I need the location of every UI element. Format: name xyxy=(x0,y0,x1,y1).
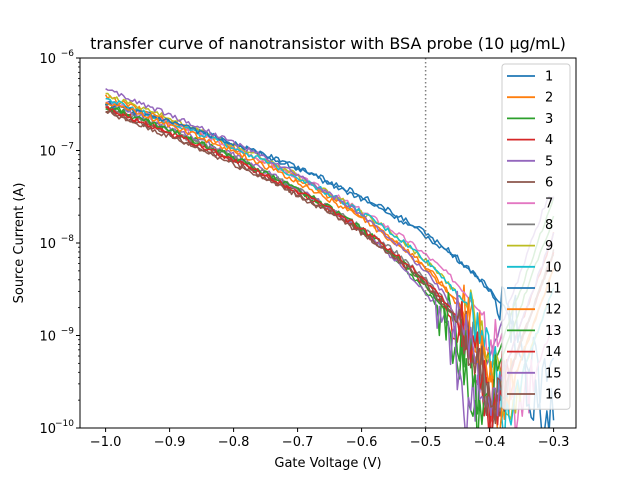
x-tick-label: −0.6 xyxy=(346,435,378,450)
x-tick-label: −0.9 xyxy=(154,435,186,450)
y-tick-label: 10 xyxy=(39,330,56,345)
y-tick-label: 10 xyxy=(39,52,56,67)
y-tick-label: 10 xyxy=(39,422,56,437)
y-tick-label: 10 xyxy=(39,237,56,252)
legend-label: 14 xyxy=(545,345,562,360)
x-tick-label: −0.4 xyxy=(474,435,506,450)
series-line-16 xyxy=(105,110,555,425)
legend-label: 2 xyxy=(545,91,553,106)
legend-label: 4 xyxy=(545,133,553,148)
y-tick-exponent: −10 xyxy=(55,419,74,429)
legend-label: 15 xyxy=(545,366,562,381)
legend-label: 9 xyxy=(545,239,553,254)
series-line-6 xyxy=(105,109,555,428)
legend-box xyxy=(501,63,571,410)
y-tick-exponent: −8 xyxy=(61,234,75,244)
series-line-11 xyxy=(105,101,555,421)
legend-label: 13 xyxy=(545,324,562,339)
y-axis-label: Source Current (A) xyxy=(12,183,27,304)
x-tick-label: −0.3 xyxy=(538,435,570,450)
series-line-5 xyxy=(105,101,555,428)
y-tick-exponent: −7 xyxy=(61,142,74,152)
legend-label: 7 xyxy=(545,197,553,212)
legend-label: 6 xyxy=(545,176,553,191)
legend-label: 1 xyxy=(545,70,553,85)
x-axis-label: Gate Voltage (V) xyxy=(274,456,381,471)
legend-label: 3 xyxy=(545,112,553,127)
x-axis: −1.0 −0.9 −0.8 −0.7 −0.6 −0.5 −0.4 −0.3 xyxy=(90,428,570,450)
y-tick-exponent: −6 xyxy=(61,49,75,59)
legend-label: 8 xyxy=(545,218,553,233)
chart-title: transfer curve of nanotransistor with BS… xyxy=(90,34,566,53)
legend-label: 5 xyxy=(545,154,553,169)
x-tick-label: −0.7 xyxy=(282,435,314,450)
x-tick-label: −0.8 xyxy=(218,435,250,450)
legend-label: 12 xyxy=(545,303,562,318)
x-tick-label: −1.0 xyxy=(90,435,122,450)
legend-label: 16 xyxy=(545,388,562,403)
y-tick-label: 10 xyxy=(39,145,56,160)
series-curves xyxy=(104,88,555,428)
x-tick-label: −0.5 xyxy=(410,435,442,450)
series-line-15 xyxy=(105,88,555,417)
y-tick-exponent: −9 xyxy=(61,327,75,337)
series-line-10 xyxy=(105,97,555,428)
series-line-1 xyxy=(105,100,555,428)
legend-label: 11 xyxy=(545,282,562,297)
legend-label: 10 xyxy=(545,260,562,275)
